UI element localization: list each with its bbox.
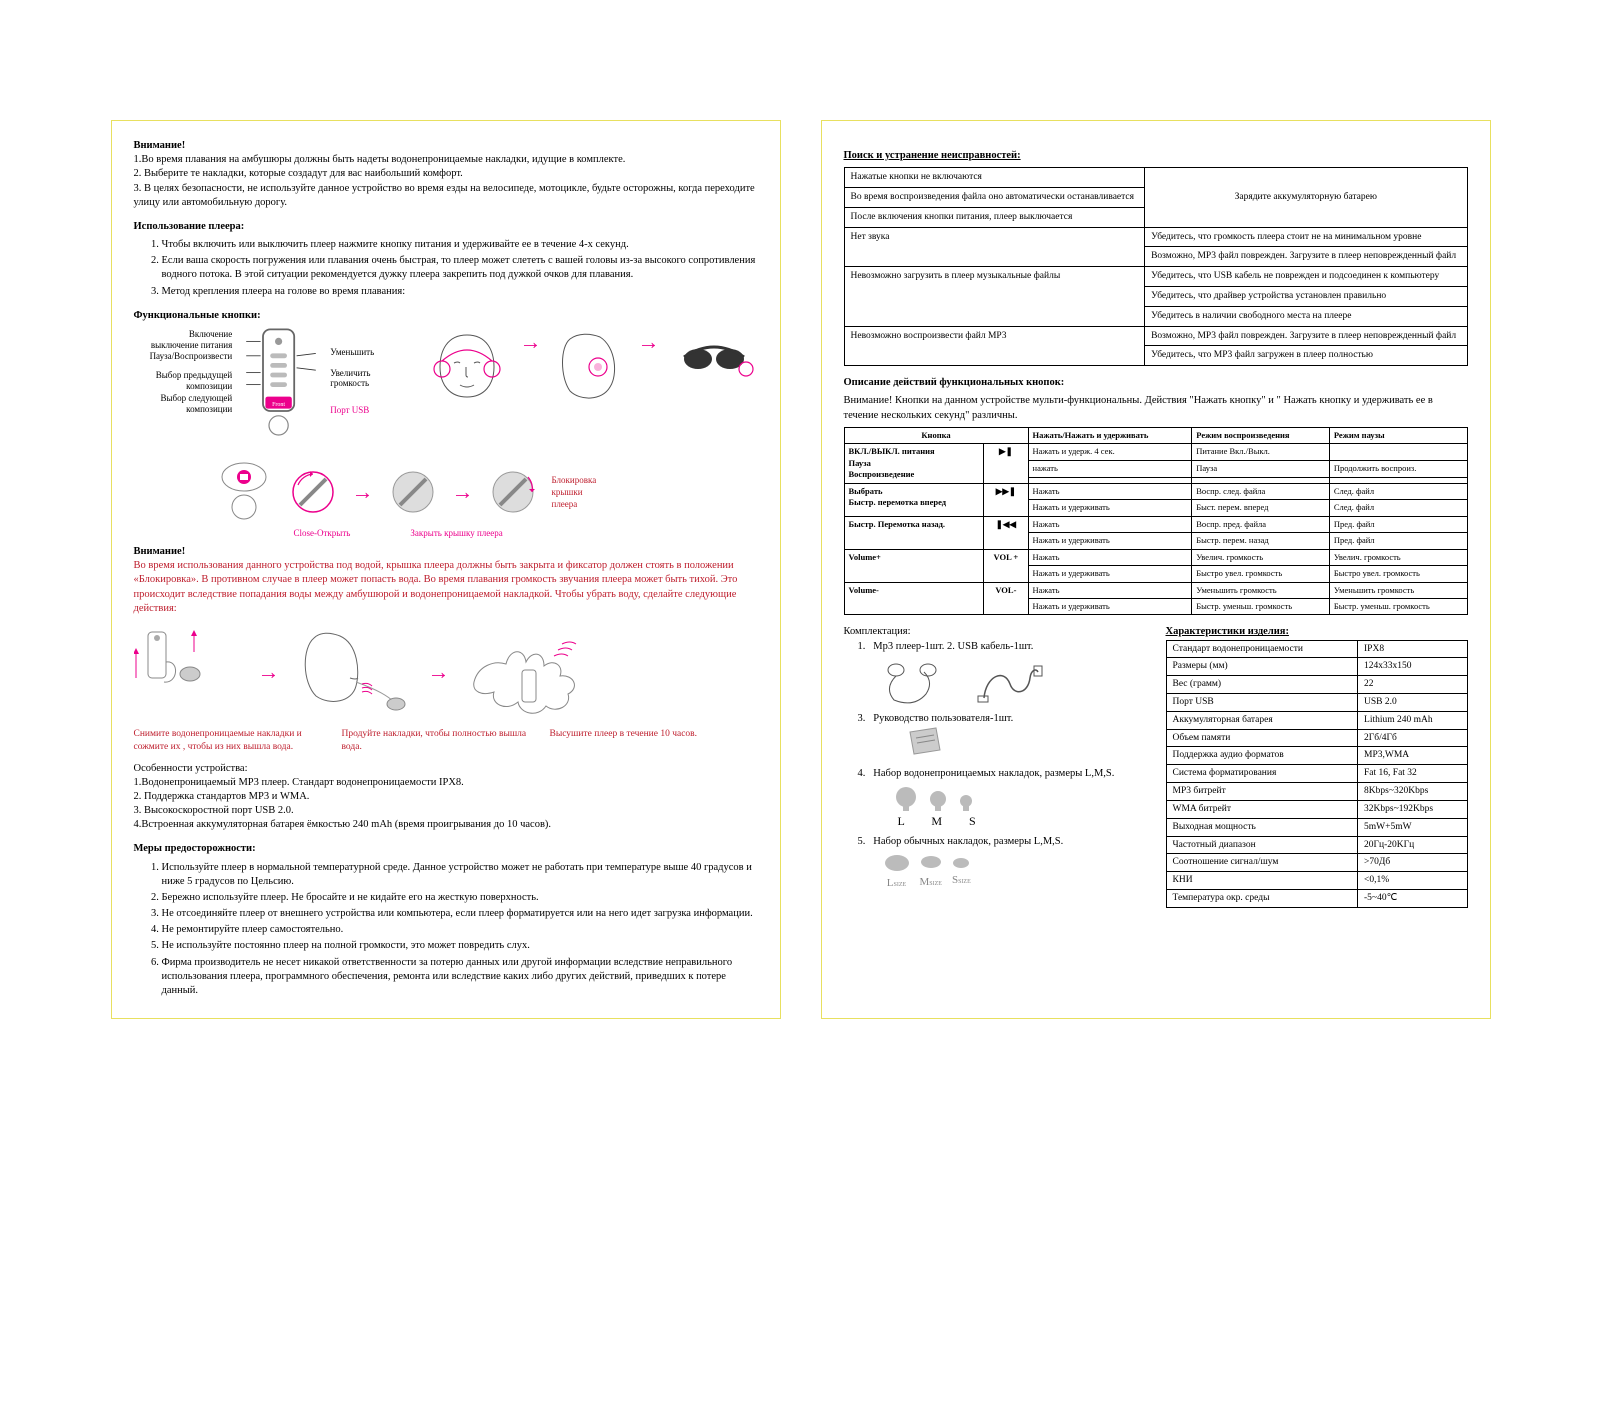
head-front-icon — [422, 327, 512, 407]
func-diagram: Включение выключение питания Пауза/Воспр… — [134, 327, 758, 447]
fd-note: Внимание! Кнопки на данном устройстве му… — [844, 394, 1468, 422]
prec-item: Не ремонтируйте плеер самостоятельно. — [162, 923, 758, 937]
usb-lock-diagram: → → Блокировка крышки плеера — [214, 457, 758, 527]
label-power: Включение выключение питания — [134, 329, 233, 351]
feat-title: Особенности устройства: — [134, 762, 758, 776]
prec-item: Используйте плеер в нормальной температу… — [162, 861, 758, 889]
func-labels: Включение выключение питания Пауза/Воспр… — [134, 327, 237, 416]
lms-label: L M S — [844, 813, 1146, 829]
warn-3: 3. В целях безопасности, не используйте … — [134, 182, 758, 210]
use-2: Если ваша скорость погружения или плаван… — [162, 254, 758, 282]
troubleshoot-table: Нажатые кнопки не включаютсяЗарядите акк… — [844, 167, 1468, 366]
func-labels-right: Уменьшить Увеличить громкость Порт USB — [326, 327, 411, 417]
player-usb-icon — [214, 457, 274, 527]
arrow-icon: → — [638, 327, 660, 357]
svg-text:Front: Front — [272, 402, 285, 408]
hand-dry-icon — [464, 622, 604, 722]
arrow-icon: → — [452, 477, 474, 507]
player-device-icon: Front — [236, 327, 326, 447]
eartip-s-icon — [958, 793, 974, 813]
label-play: Пауза/Воспроизвести — [134, 351, 233, 362]
lock-label: Блокировка крышки плеера — [552, 474, 597, 510]
use-title: Использование плеера: — [134, 220, 758, 234]
spec-table: Стандарт водонепроницаемостиIPX8Размеры … — [1166, 640, 1468, 908]
head-blow-icon — [294, 622, 414, 722]
kit-4: Набор водонепроницаемых накладок, размер… — [873, 768, 1114, 779]
arrow-icon: → — [352, 477, 374, 507]
kit-1: Мр3 плеер-1шт. 2. USB кабель-1шт. — [873, 641, 1033, 652]
cap-closed-icon — [388, 467, 438, 517]
label-next: Выбор следующей композиции — [134, 393, 233, 415]
eartip-l-icon — [894, 785, 918, 813]
warn-2: 2. Выберите те накладки, которые создаду… — [134, 167, 758, 181]
cap-open-icon — [288, 467, 338, 517]
cap1: Снимите водонепроницаемые накладки и сож… — [134, 728, 342, 754]
kit-cable-icon — [974, 658, 1044, 708]
feat-4: 4.Встроенная аккумуляторная батарея ёмко… — [134, 818, 758, 832]
prec-item: Бережно используйте плеер. Не бросайте и… — [162, 891, 758, 905]
spec-title: Характеристики изделия: — [1166, 625, 1468, 639]
close2-label: Закрыть крышку плеера — [410, 527, 502, 539]
fd-title: Описание действий функциональных кнопок: — [844, 376, 1468, 390]
cap3: Высушите плеер в течение 10 часов. — [550, 728, 758, 754]
use-3: Метод крепления плеера на голове во врем… — [162, 285, 758, 299]
kit-column: Комплектация: 1. Мр3 плеер-1шт. 2. USB к… — [844, 625, 1146, 891]
eartip2-s-icon — [952, 857, 970, 869]
kit-player-icon — [874, 658, 954, 708]
head-goggles-icon — [668, 327, 758, 397]
prec-item: Не используйте постоянно плеер на полной… — [162, 939, 758, 953]
eartip-m-icon — [928, 789, 948, 813]
label-usb: Порт USB — [330, 405, 407, 416]
feat-1: 1.Водонепроницаемый MP3 плеер. Стандарт … — [134, 776, 758, 790]
kit-5: Набор обычных накладок, размеры L,M,S. — [873, 836, 1063, 847]
arrow-icon: → — [258, 657, 280, 687]
feat-2: 2. Поддержка стандартов МР3 и WMA. — [134, 790, 758, 804]
left-page: Внимание! 1.Во время плавания на амбушюр… — [111, 120, 781, 1019]
warning2-body: Во время использования данного устройств… — [134, 559, 758, 616]
arrow-icon: → — [520, 327, 542, 357]
prec-list: Используйте плеер в нормальной температу… — [134, 861, 758, 999]
dry-steps-diagram: → → — [134, 622, 758, 722]
prec-item: Не отсоединяйте плеер от внешнего устрой… — [162, 907, 758, 921]
arrow-icon: → — [428, 657, 450, 687]
prec-title: Меры предосторожности: — [134, 842, 758, 856]
kit-manual-icon — [904, 726, 944, 756]
warn-1: 1.Во время плавания на амбушюры должны б… — [134, 153, 758, 167]
kit-3: Руководство пользователя-1шт. — [873, 713, 1013, 724]
cap-lock-icon — [488, 467, 538, 517]
right-page: Поиск и устранение неисправностей: Нажат… — [821, 120, 1491, 1019]
label-vdown: Уменьшить — [330, 347, 407, 358]
ts-title: Поиск и устранение неисправностей: — [844, 149, 1468, 163]
label-vup: Увеличить громкость — [330, 368, 407, 390]
func-title: Функциональные кнопки: — [134, 309, 758, 323]
prec-item: Фирма производитель не несет никакой отв… — [162, 956, 758, 999]
earbud-squeeze-icon — [134, 622, 244, 722]
func-desc-table: КнопкаНажать/Нажать и удерживатьРежим во… — [844, 427, 1468, 616]
label-prev: Выбор предыдущей композиции — [134, 370, 233, 392]
feat-3: 3. Высокоскоростной порт USB 2.0. — [134, 804, 758, 818]
eartip2-l-icon — [884, 854, 910, 872]
cap2: Продуйте накладки, чтобы полностью вышла… — [342, 728, 550, 754]
eartip2-m-icon — [920, 855, 942, 870]
use-1: Чтобы включить или выключить плеер нажми… — [162, 238, 758, 252]
spec-column: Характеристики изделия: Стандарт водонеп… — [1166, 625, 1468, 907]
warning-title: Внимание! — [134, 139, 758, 153]
dry-captions: Снимите водонепроницаемые накладки и сож… — [134, 728, 758, 754]
kit-title: Комплектация: — [844, 625, 1146, 639]
warning2-title: Внимание! — [134, 545, 758, 559]
head-side-icon — [550, 327, 630, 407]
use-list: Чтобы включить или выключить плеер нажми… — [134, 238, 758, 299]
close-label: Close-Открыть — [294, 527, 351, 539]
